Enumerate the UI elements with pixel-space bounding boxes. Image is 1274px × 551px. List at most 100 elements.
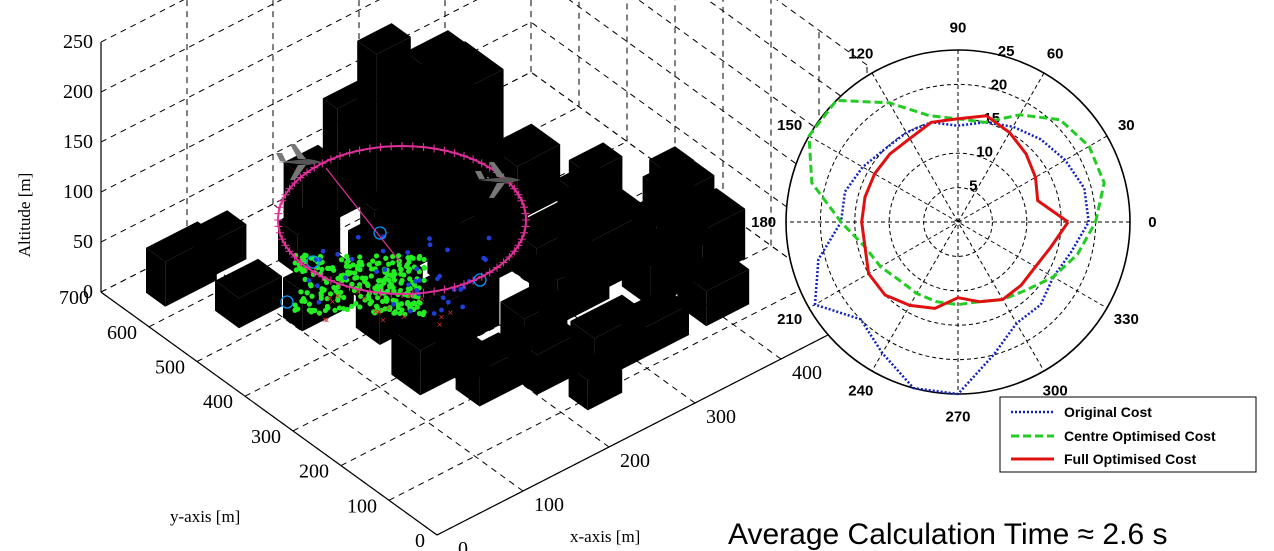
scatter-point	[440, 295, 446, 301]
orbit-marker	[345, 148, 354, 157]
scatter-point	[318, 290, 324, 296]
scatter-point: ×	[355, 288, 361, 299]
building-roof	[557, 161, 616, 196]
scatter-point	[421, 264, 427, 270]
scatter-point	[404, 301, 411, 307]
scatter-point	[319, 286, 325, 292]
scatter-point	[344, 259, 350, 266]
orbit-marker	[336, 151, 344, 160]
orbit-marker	[469, 155, 478, 164]
building-roof	[622, 287, 689, 327]
building-roof	[146, 221, 217, 262]
orbit-ring	[274, 142, 530, 298]
polar-angle-label: 180	[751, 214, 776, 231]
scatter-point	[405, 255, 411, 261]
scatter-point: ×	[380, 315, 386, 326]
building	[568, 349, 623, 411]
building	[508, 312, 580, 395]
orbit-marker	[521, 222, 530, 231]
scatter-point: ×	[376, 307, 382, 318]
building-roof	[455, 332, 523, 372]
scatter-point	[402, 311, 408, 317]
scatter-point	[292, 302, 298, 308]
scatter-point	[307, 281, 313, 287]
polar-spoke	[808, 135, 1108, 309]
scatter-point	[335, 290, 341, 296]
scatter-point	[344, 253, 350, 259]
scatter-point	[445, 299, 451, 305]
scatter-point	[280, 295, 294, 309]
polar-angle-label: 120	[848, 46, 873, 63]
orbit-marker	[345, 283, 354, 292]
building-roof	[391, 303, 472, 351]
scatter-point	[385, 261, 392, 267]
scatter-point	[356, 259, 362, 265]
scatter-point	[445, 247, 450, 253]
scatter-point	[391, 301, 396, 307]
orbit-marker	[477, 272, 486, 281]
orbit-marker	[290, 253, 299, 261]
floor-grid-line	[388, 279, 820, 501]
building-face	[357, 40, 377, 205]
scatter-point	[372, 285, 378, 291]
scatter-point	[408, 308, 413, 314]
orbit-marker	[336, 280, 344, 289]
scatter-point	[314, 283, 320, 289]
scatter-point	[343, 275, 348, 281]
building-face	[239, 276, 282, 329]
scatter-point	[431, 311, 437, 316]
orbit-marker	[398, 290, 406, 298]
scatter-point: ×	[335, 292, 341, 303]
scatter-point	[406, 282, 411, 288]
scatter-point	[319, 266, 325, 272]
building-roof	[677, 248, 750, 292]
scatter-point	[370, 258, 376, 264]
orbit-marker	[303, 168, 312, 177]
scatter-point	[414, 304, 420, 310]
orbit-marker	[440, 285, 449, 294]
polar-series-line	[860, 114, 1070, 310]
scatter-point	[416, 255, 422, 261]
orbit-marker	[310, 163, 319, 172]
building-face	[508, 334, 537, 395]
building-face	[621, 246, 651, 308]
scatter-point	[407, 276, 413, 282]
ytick-label: 100	[347, 495, 377, 517]
scatter-point	[332, 307, 338, 313]
building-roof	[413, 41, 504, 96]
scatter-point	[338, 273, 344, 279]
scatter-point	[306, 301, 313, 307]
scatter-point	[390, 260, 396, 266]
orbit-marker	[505, 253, 514, 261]
scatter-point	[414, 266, 420, 272]
orbit-marker	[365, 287, 374, 296]
scatter-point	[306, 278, 312, 283]
building	[146, 221, 217, 307]
building-roof	[568, 349, 623, 381]
scatter-point	[409, 301, 415, 307]
building-roof	[215, 258, 282, 299]
scatter-point	[308, 309, 314, 315]
polar-angle-label: 300	[1043, 382, 1068, 399]
floor-grid-line	[292, 210, 724, 432]
building-roof	[488, 123, 561, 167]
building-face	[215, 280, 239, 329]
building-face	[677, 270, 707, 327]
legend-label-original: Original Cost	[1064, 404, 1152, 420]
orbit-radius-line	[325, 167, 401, 263]
scatter-point	[336, 305, 343, 311]
scatter-point	[344, 306, 350, 313]
orbit-marker	[275, 228, 284, 237]
polar-angle-label: 0	[1148, 214, 1156, 231]
scatter-point: ×	[330, 297, 336, 308]
building-face	[455, 354, 480, 407]
orbit-marker	[510, 184, 519, 193]
orbit-marker	[285, 247, 294, 256]
orbit-marker	[296, 173, 305, 182]
scatter-point	[398, 271, 404, 277]
scatter-point	[302, 268, 308, 274]
scatter-point	[335, 251, 341, 257]
orbit-marker	[514, 241, 523, 250]
scatter-point	[413, 278, 418, 284]
scatter-point	[483, 257, 488, 263]
